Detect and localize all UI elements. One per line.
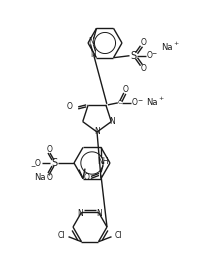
Text: −: − bbox=[137, 97, 142, 102]
Text: O: O bbox=[66, 102, 72, 111]
Text: −: − bbox=[30, 163, 36, 168]
Text: −: − bbox=[152, 50, 157, 55]
Text: O: O bbox=[141, 64, 147, 73]
Text: S: S bbox=[51, 158, 57, 168]
Text: Na: Na bbox=[146, 98, 158, 107]
Text: Na: Na bbox=[34, 172, 46, 182]
Text: C: C bbox=[118, 100, 122, 105]
Text: O: O bbox=[141, 38, 147, 47]
Text: O: O bbox=[47, 172, 53, 182]
Text: N: N bbox=[78, 209, 83, 218]
Text: Na: Na bbox=[161, 43, 172, 52]
Text: O: O bbox=[132, 98, 138, 107]
Text: Cl: Cl bbox=[58, 231, 65, 240]
Text: O: O bbox=[123, 85, 129, 94]
Text: S: S bbox=[130, 51, 137, 61]
Text: NH: NH bbox=[97, 157, 109, 166]
Text: O: O bbox=[147, 51, 152, 60]
Text: N: N bbox=[109, 117, 115, 126]
Text: O: O bbox=[35, 159, 41, 167]
Text: N: N bbox=[91, 50, 96, 59]
Text: +: + bbox=[46, 172, 52, 177]
Text: N: N bbox=[97, 209, 102, 218]
Text: Cl: Cl bbox=[115, 231, 122, 240]
Text: O: O bbox=[47, 145, 53, 154]
Text: O: O bbox=[84, 173, 90, 182]
Text: N: N bbox=[94, 128, 100, 137]
Text: +: + bbox=[173, 41, 178, 46]
Text: N: N bbox=[89, 37, 94, 46]
Text: +: + bbox=[158, 96, 163, 101]
